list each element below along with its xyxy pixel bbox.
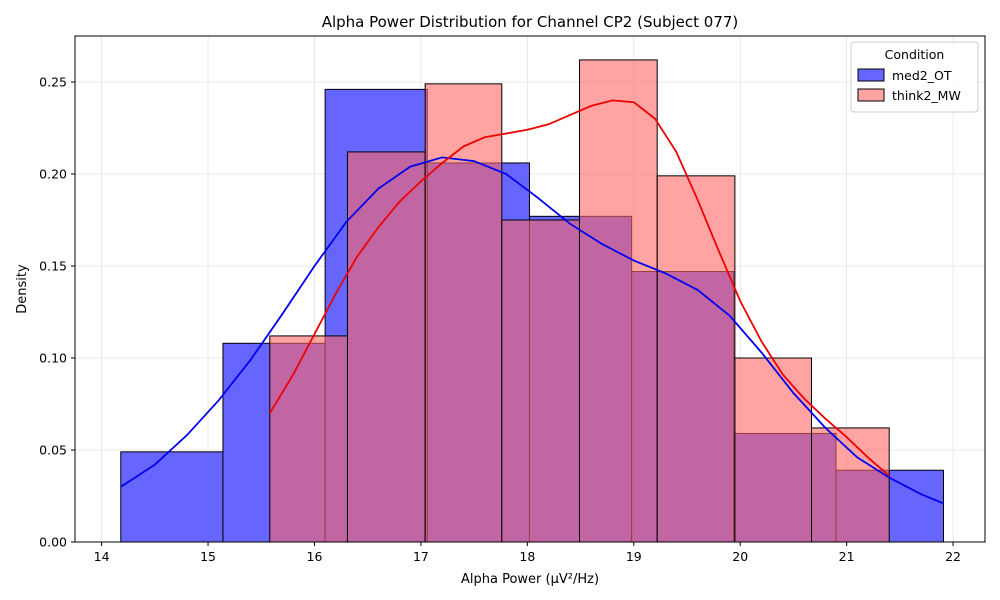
legend: Condition med2_OT think2_MW — [850, 41, 979, 113]
histogram-bar-think2_MW — [811, 427, 890, 543]
legend-title: Condition — [885, 47, 945, 62]
legend-label-med2_OT: med2_OT — [892, 68, 952, 83]
x-tick-label: 21 — [839, 549, 855, 564]
histogram-bar-think2_MW — [269, 335, 348, 543]
y-tick-label: 0.10 — [39, 351, 67, 366]
y-axis-label: Density — [15, 264, 30, 314]
y-tick-label: 0.00 — [39, 535, 67, 550]
legend-label-think2_MW: think2_MW — [892, 88, 961, 103]
histogram-bar-think2_MW — [578, 59, 658, 543]
x-tick-label: 19 — [626, 549, 642, 564]
y-tick-label: 0.05 — [39, 443, 67, 458]
histogram-bar-think2_MW — [734, 357, 813, 543]
axes: 14 15 16 17 18 19 20 21 22 0.00 0.05 0.10 0.15 0.20 0.… — [39, 35, 986, 564]
chart-title: Alpha Power Distribution for Channel CP2… — [322, 13, 739, 31]
x-tick-label: 20 — [732, 549, 748, 564]
histogram-bar-think2_MW — [501, 219, 580, 543]
plot-frame — [74, 35, 986, 543]
y-tick-label: 0.15 — [39, 259, 67, 274]
x-tick-label: 15 — [200, 549, 216, 564]
x-tick-label: 22 — [945, 549, 961, 564]
histogram-bar-think2_MW — [424, 83, 503, 543]
legend-swatch-think2_MW — [857, 88, 885, 102]
legend-swatch-med2_OT — [857, 68, 885, 82]
histogram-bar-think2_MW — [346, 151, 426, 543]
kde-curves — [120, 99, 944, 505]
kde-curve-med2_OT — [120, 156, 944, 505]
x-tick-label: 16 — [307, 549, 323, 564]
y-tick-label: 0.25 — [39, 75, 67, 90]
histogram-bar-think2_MW — [656, 175, 736, 543]
kde-curve-think2_MW — [269, 99, 890, 477]
histogram-bars — [120, 59, 944, 543]
y-tick-label: 0.20 — [39, 167, 67, 182]
x-tick-label: 18 — [519, 549, 535, 564]
x-axis-label: Alpha Power (μV²/Hz) — [461, 572, 599, 587]
histogram-bar-med2_OT — [120, 451, 224, 543]
x-tick-label: 14 — [94, 549, 110, 564]
x-tick-label: 17 — [413, 549, 429, 564]
